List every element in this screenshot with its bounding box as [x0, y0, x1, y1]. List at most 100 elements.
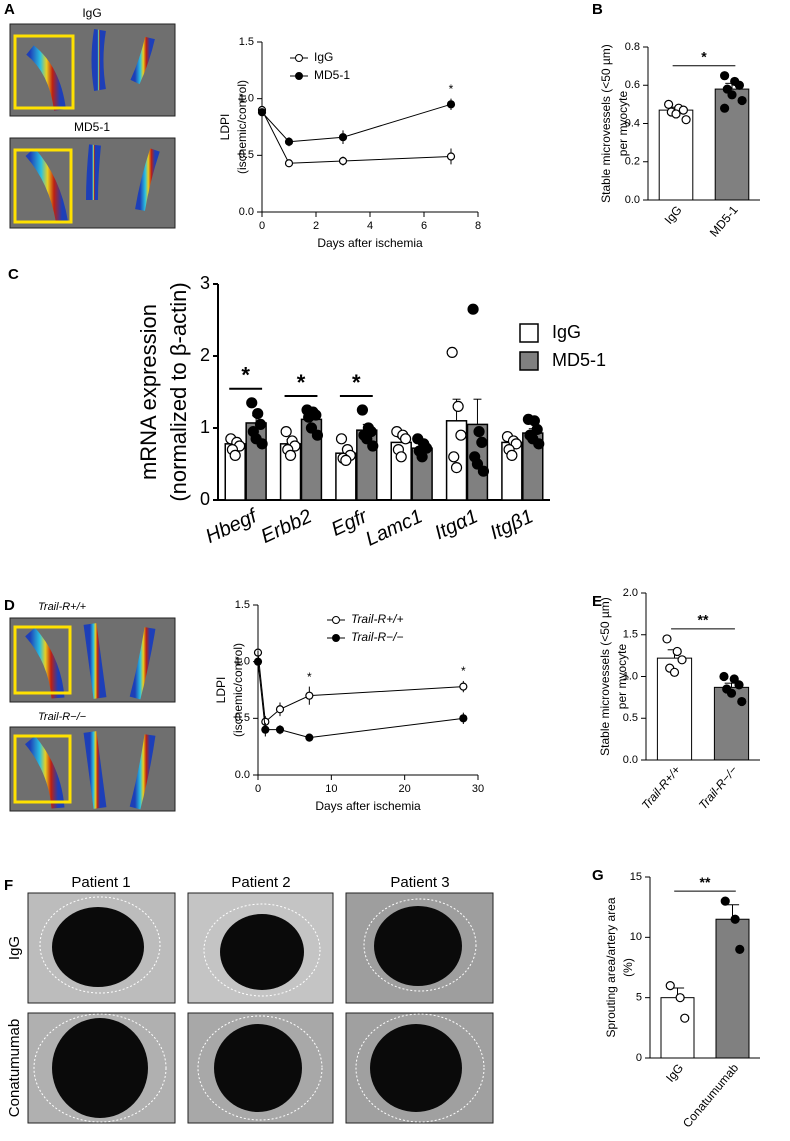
marker: [275, 705, 285, 714]
vessel: [91, 29, 106, 91]
data-point: [669, 667, 680, 677]
legend-label: MD5-1: [314, 68, 350, 82]
y-tick-label: 5: [636, 992, 642, 1004]
x-tick-label: IgG: [662, 203, 685, 227]
legend-swatch: [519, 351, 539, 371]
artery: [52, 907, 144, 987]
data-point: [335, 433, 348, 445]
marker: [459, 682, 468, 691]
artery: [370, 1024, 462, 1112]
x-tick-label: Itgα1: [431, 505, 481, 544]
y-tick-label: 1.0: [239, 93, 254, 105]
data-point: [680, 1013, 690, 1023]
data-point: [416, 451, 428, 463]
x-tick-label: Itgβ1: [487, 505, 537, 544]
data-point: [533, 438, 545, 450]
image-label: Trail-R+/+: [38, 601, 87, 613]
significance-label: *: [297, 370, 306, 395]
sprout-outline: [355, 1013, 485, 1123]
data-point: [471, 458, 484, 470]
panel-label: D: [4, 597, 15, 614]
roi-box: [13, 148, 73, 224]
y-axis-label: mRNA expression: [136, 304, 161, 480]
data-point: [664, 99, 674, 109]
x-tick-label: Conatumumab: [680, 1061, 742, 1131]
sprout-outline: [39, 896, 161, 994]
panel-label: E: [592, 593, 602, 610]
vessel: [135, 148, 160, 211]
artery: [52, 1018, 148, 1118]
marker: [253, 657, 263, 666]
y-tick-label: 0.5: [239, 149, 254, 161]
data-point: [681, 115, 691, 125]
data-point: [734, 80, 744, 90]
x-tick-label: 30: [472, 783, 484, 795]
marker: [284, 159, 294, 168]
image-label: MD5-1: [74, 120, 110, 134]
marker: [446, 152, 456, 161]
vessel: [129, 734, 156, 810]
data-point: [672, 646, 682, 657]
y-tick-label: 0.8: [625, 41, 640, 53]
data-point: [452, 400, 464, 412]
data-point: [446, 346, 458, 358]
x-tick-label: 0: [255, 783, 261, 795]
vessel: [25, 627, 65, 699]
y-axis-label: LDPI: [214, 677, 228, 704]
y-tick-label: 2.0: [623, 587, 638, 599]
ldpi-image: [9, 726, 176, 812]
data-point: [506, 449, 518, 461]
y-tick-label: 0.0: [235, 769, 250, 781]
x-tick-label: Lamc1: [362, 505, 426, 550]
significance-label: *: [352, 370, 361, 395]
y-tick-label: 2: [200, 345, 210, 365]
column-label: Patient 1: [71, 874, 130, 891]
data-point: [476, 436, 488, 448]
y-tick-label: 0.4: [625, 117, 640, 129]
y-tick-label: 1.5: [623, 629, 638, 641]
sprouting-images: [27, 892, 494, 1124]
vessel: [86, 144, 101, 201]
data-point: [305, 422, 318, 434]
image-label: IgG: [82, 6, 101, 20]
y-tick-label: 0.0: [625, 194, 640, 206]
y-tick-label: 0.5: [235, 712, 250, 724]
sprout-outline: [197, 1015, 323, 1121]
ldpi-image: [9, 137, 176, 229]
ldpi-image: [9, 617, 176, 703]
y-tick-label: 3: [200, 273, 210, 293]
y-axis-label: (ischemic/control): [235, 80, 249, 174]
y-axis-label: LDPI: [218, 114, 232, 141]
x-tick-label: Hbegf: [202, 504, 262, 548]
data-point: [399, 433, 412, 445]
data-point: [720, 103, 730, 113]
marker: [261, 725, 270, 734]
data-point: [665, 980, 675, 991]
data-point: [229, 449, 241, 461]
panel-label: C: [8, 266, 19, 283]
legend-marker: [295, 54, 303, 62]
row-label: Conatumumab: [6, 1019, 23, 1117]
y-axis-label: per myocyte: [615, 643, 629, 709]
data-point: [671, 109, 681, 119]
marker: [338, 156, 348, 166]
series-line: [257, 661, 464, 739]
data-point: [448, 451, 460, 463]
panel-label: G: [592, 867, 604, 884]
y-tick-label: 10: [630, 931, 642, 943]
annotation: *: [307, 670, 312, 684]
data-point: [677, 655, 687, 665]
data-point: [473, 426, 485, 438]
vessel: [83, 623, 107, 699]
x-axis-label: Days after ischemia: [317, 236, 423, 250]
x-tick-label: Trail-R+/+: [639, 763, 683, 812]
marker: [275, 725, 285, 734]
y-axis-label: per myocyte: [616, 90, 630, 156]
data-point: [737, 95, 747, 106]
vessel: [129, 627, 156, 700]
y-tick-label: 1.5: [235, 599, 250, 611]
data-point: [303, 411, 315, 423]
y-tick-label: 1.5: [239, 36, 254, 48]
vessel: [83, 731, 107, 809]
x-tick-label: MD5-1: [707, 203, 741, 240]
